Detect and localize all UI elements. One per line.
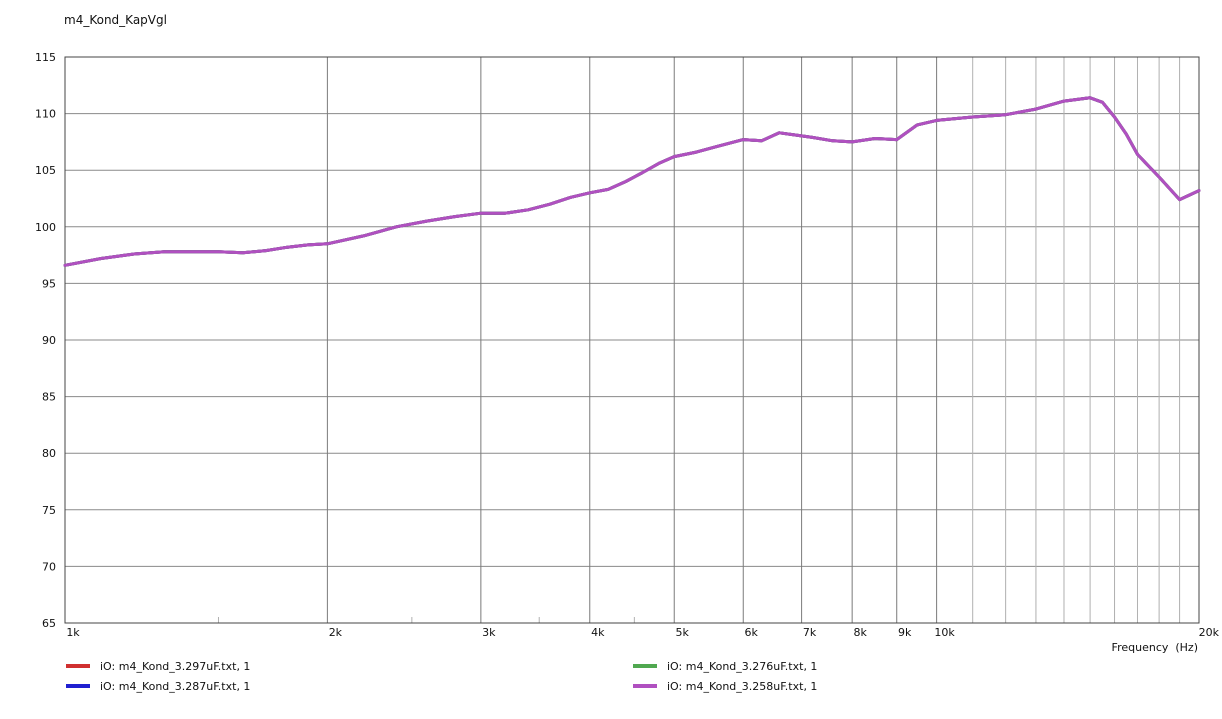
x-tick-label: 7k: [803, 626, 817, 639]
grid: [65, 56, 1199, 624]
y-tick-label: 75: [42, 504, 56, 517]
x-tick-label: 1k: [66, 626, 80, 639]
tick-labels: 115 110 105 100 95 90 85 80 75 70 65 1k 2k 3k 4k 5k 6k 7k…: [35, 51, 1220, 639]
y-tick-label: 110: [35, 108, 56, 121]
series-layer: [63, 96, 1201, 267]
x-tick-label: 5k: [676, 626, 690, 639]
y-tick-label: 115: [35, 51, 56, 64]
y-tick-label: 105: [35, 164, 56, 177]
x-tick-label: 8k: [853, 626, 867, 639]
x-tick-label: 2k: [329, 626, 343, 639]
series-line-3: [63, 96, 1201, 267]
x-tick-label: 3k: [482, 626, 496, 639]
x-axis-label: Frequency (Hz): [1112, 641, 1198, 654]
plot-frame: [64, 56, 1200, 624]
y-tick-label: 80: [42, 447, 56, 460]
x-tick-label: 4k: [591, 626, 605, 639]
x-tick-label: 6k: [745, 626, 759, 639]
y-tick-label: 95: [42, 277, 56, 290]
x-tick-label: 20k: [1199, 626, 1220, 639]
series-line-4: [63, 96, 1201, 267]
y-tick-label: 90: [42, 334, 56, 347]
y-tick-label: 65: [42, 617, 56, 630]
x-tick-label: 10k: [934, 626, 955, 639]
chart-title: m4_Kond_KapVgl: [64, 13, 167, 27]
series-line-2: [63, 96, 1201, 267]
y-tick-label: 100: [35, 221, 56, 234]
x-tick-label: 9k: [898, 626, 912, 639]
y-tick-label: 70: [42, 560, 56, 573]
series-line-1: [63, 96, 1201, 267]
y-tick-label: 85: [42, 391, 56, 404]
